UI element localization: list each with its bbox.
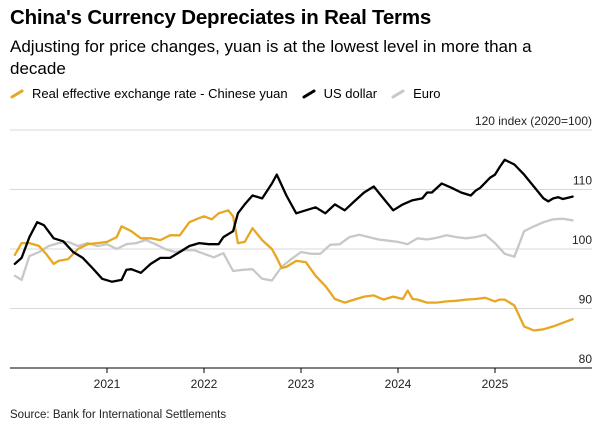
legend-label-euro: Euro [413, 86, 441, 101]
legend-item-euro: Euro [391, 86, 441, 101]
source-note: Source: Bank for International Settlemen… [10, 409, 227, 421]
series-line-yuan [13, 209, 574, 332]
x-tick-label-2021: 2021 [94, 377, 121, 391]
legend-item-yuan: Real effective exchange rate - Chinese y… [10, 86, 288, 101]
y-tick-label-110: 110 [573, 174, 592, 188]
legend-swatch-yuan [10, 89, 24, 98]
x-tick-label-2022: 2022 [191, 377, 218, 391]
legend: Real effective exchange rate - Chinese y… [10, 86, 455, 101]
y-tick-label-120: 120 index (2020=100) [475, 114, 592, 128]
series-line-usd [13, 158, 574, 283]
chart-title: China's Currency Depreciates in Real Ter… [10, 6, 432, 29]
x-tick-label-2023: 2023 [288, 377, 315, 391]
legend-swatch-euro [391, 89, 405, 98]
y-tick-label-80: 80 [579, 352, 593, 366]
legend-label-usd: US dollar [323, 86, 378, 101]
legend-item-usd: US dollar [302, 86, 377, 101]
legend-label-yuan: Real effective exchange rate - Chinese y… [32, 86, 288, 101]
legend-swatch-usd [302, 89, 316, 98]
series-line-euro [13, 217, 574, 282]
chart-subtitle: Adjusting for price changes, yuan is at … [10, 37, 532, 78]
x-tick-label-2024: 2024 [385, 377, 412, 391]
y-tick-label-90: 90 [579, 293, 593, 307]
x-tick-label-2025: 2025 [482, 377, 509, 391]
y-tick-label-100: 100 [572, 233, 592, 247]
